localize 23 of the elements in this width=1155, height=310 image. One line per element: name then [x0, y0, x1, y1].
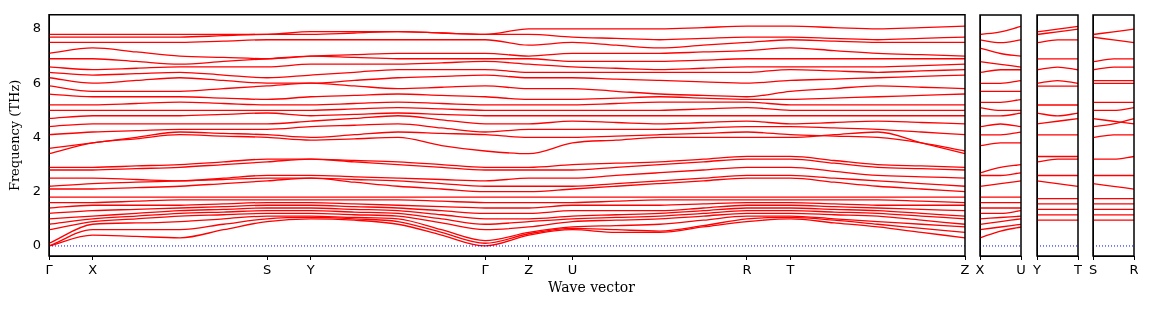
x-tick-label: Γ [45, 262, 54, 278]
x-tick-label: X [88, 262, 98, 278]
x-tick-label: R [742, 262, 752, 278]
x-tick-label: Y [1032, 262, 1042, 278]
y-tick-label: 0 [32, 237, 41, 253]
y-tick-label: 2 [32, 183, 41, 199]
x-tick-label: R [1129, 262, 1139, 278]
x-tick-label: T [1073, 262, 1083, 278]
x-tick-label: Γ [481, 262, 490, 278]
x-axis-title: Wave vector [547, 279, 636, 295]
x-tick-label: U [567, 262, 578, 278]
x-tick-label: X [975, 262, 985, 278]
y-axis-title: Frequency (THz) [7, 79, 23, 192]
x-tick-label: Y [305, 262, 315, 278]
x-tick-label: S [262, 262, 272, 278]
x-tick-label: Z [524, 262, 534, 278]
x-tick-label: Z [960, 262, 970, 278]
x-tick-label: U [1016, 262, 1026, 278]
x-tick-label: S [1088, 262, 1098, 278]
y-tick-label: 6 [32, 74, 41, 90]
y-tick-label: 4 [32, 128, 41, 144]
y-tick-label: 8 [32, 20, 41, 36]
x-tick-label: T [785, 262, 795, 278]
